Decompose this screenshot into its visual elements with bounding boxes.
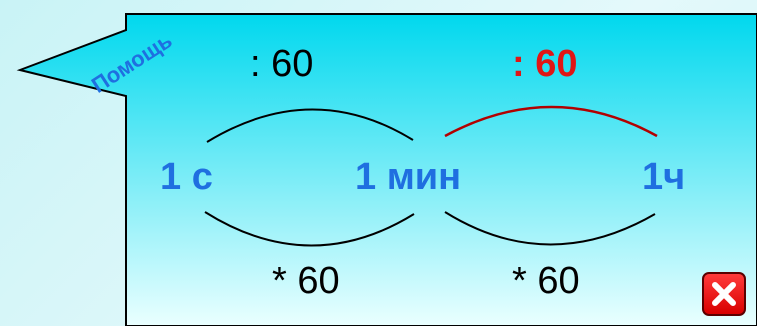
arc-bottom-minutes-hour — [444, 211, 656, 246]
operation-divide-top-right: : 60 — [512, 43, 578, 85]
operation-multiply-bottom-left: * 60 — [272, 260, 340, 302]
operation-multiply-bottom-right: * 60 — [512, 260, 580, 302]
unit-hour-label: 1ч — [642, 156, 686, 198]
unit-second-label: 1 с — [160, 156, 213, 198]
close-button[interactable] — [702, 272, 746, 316]
close-x-icon — [712, 282, 736, 306]
arc-top-minutes-hour — [444, 105, 658, 138]
operation-divide-top-left: : 60 — [250, 43, 314, 85]
arc-top-seconds-minutes — [206, 108, 414, 143]
arc-bottom-seconds-minutes — [204, 211, 415, 247]
help-callout-frame[interactable] — [16, 13, 757, 326]
unit-minute-label: 1 мин — [355, 156, 462, 198]
